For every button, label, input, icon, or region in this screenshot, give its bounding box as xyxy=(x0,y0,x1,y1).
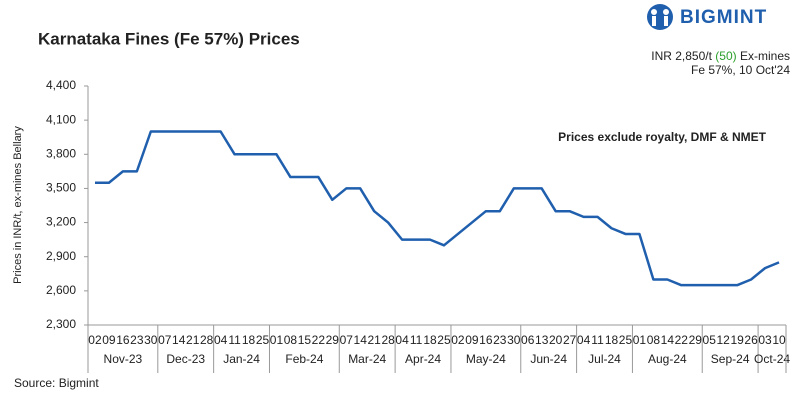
x-tick-label: 06 xyxy=(521,333,535,347)
x-group-label: Jan-24 xyxy=(223,352,260,366)
logo-text: BIGMINT xyxy=(680,7,767,28)
x-tick-label: 04 xyxy=(577,333,591,347)
price: INR 2,850/t xyxy=(651,49,712,63)
x-group-label: Jun-24 xyxy=(530,352,567,366)
source: Source: Bigmint xyxy=(14,376,99,390)
price-note: INR 2,850/t (50) Ex-mines xyxy=(651,49,790,63)
x-tick-label: 18 xyxy=(242,333,256,347)
y-tick-label: 4,100 xyxy=(46,112,76,126)
x-tick-label: 15 xyxy=(298,333,312,347)
x-group-label: Sep-24 xyxy=(711,352,750,366)
y-tick-label: 2,900 xyxy=(46,249,76,263)
y-tick-label: 3,200 xyxy=(46,215,76,229)
y-tick-label: 3,500 xyxy=(46,181,76,195)
x-tick-label: 10 xyxy=(772,333,786,347)
price-change: (50) xyxy=(715,49,736,63)
x-tick-label: 11 xyxy=(410,333,423,347)
x-tick-label: 01 xyxy=(633,333,647,347)
x-group-label: Feb-24 xyxy=(285,352,323,366)
x-tick-label: 13 xyxy=(535,333,549,347)
x-tick-label: 02 xyxy=(88,333,102,347)
x-tick-label: 02 xyxy=(451,333,465,347)
x-tick-label: 23 xyxy=(493,333,507,347)
x-tick-label: 05 xyxy=(703,333,717,347)
logo-icon-part xyxy=(664,16,668,26)
x-tick-label: 20 xyxy=(549,333,563,347)
x-tick-label: 14 xyxy=(172,333,186,347)
x-tick-label: 25 xyxy=(619,333,633,347)
x-tick-label: 21 xyxy=(368,333,382,347)
price-line xyxy=(94,130,780,287)
x-tick-label: 23 xyxy=(130,333,144,347)
logo-icon xyxy=(647,4,673,30)
x-tick-label: 11 xyxy=(591,333,604,347)
x-tick-label: 12 xyxy=(717,333,731,347)
y-tick-label: 2,600 xyxy=(46,283,76,297)
x-tick-label: 25 xyxy=(437,333,451,347)
x-tick-label: 01 xyxy=(270,333,284,347)
x-group-label: Jul-24 xyxy=(588,352,621,366)
x-tick-label: 07 xyxy=(340,333,354,347)
x-tick-label: 30 xyxy=(507,333,521,347)
x-tick-label: 18 xyxy=(605,333,619,347)
x-tick-label: 14 xyxy=(661,333,675,347)
y-axis-label: Prices in INR/t, ex-mines Bellary xyxy=(12,126,24,284)
price-basis: Ex-mines xyxy=(740,49,790,63)
x-tick-label: 08 xyxy=(647,333,661,347)
x-tick-label: 07 xyxy=(158,333,172,347)
x-tick-label: 18 xyxy=(423,333,437,347)
x-tick-label: 21 xyxy=(186,333,200,347)
spec-note: Fe 57%, 10 Oct'24 xyxy=(691,63,790,77)
x-tick-label: 09 xyxy=(102,333,116,347)
x-tick-label: 22 xyxy=(675,333,689,347)
y-tick-label: 4,400 xyxy=(46,78,76,92)
x-group-label: Oct-24 xyxy=(754,352,790,366)
annotation: Prices exclude royalty, DMF & NMET xyxy=(558,130,767,144)
x-tick-label: 03 xyxy=(758,333,772,347)
x-tick-label: 09 xyxy=(465,333,479,347)
x-tick-label: 28 xyxy=(200,333,214,347)
x-group-label: Aug-24 xyxy=(648,352,687,366)
x-tick-label: 26 xyxy=(744,333,758,347)
y-tick-label: 2,300 xyxy=(46,317,76,331)
x-tick-label: 14 xyxy=(354,333,368,347)
x-tick-label: 29 xyxy=(326,333,340,347)
x-group-label: Apr-24 xyxy=(405,352,441,366)
x-group-label: Mar-24 xyxy=(348,352,386,366)
chart-title: Karnataka Fines (Fe 57%) Prices xyxy=(38,29,300,48)
x-group-label: Dec-23 xyxy=(166,352,205,366)
logo-icon-part xyxy=(663,9,669,15)
x-tick-label: 08 xyxy=(284,333,298,347)
x-tick-label: 29 xyxy=(689,333,703,347)
x-tick-label: 27 xyxy=(563,333,577,347)
x-tick-label: 16 xyxy=(116,333,130,347)
x-tick-label: 19 xyxy=(730,333,744,347)
x-tick-label: 11 xyxy=(228,333,241,347)
x-tick-label: 25 xyxy=(256,333,270,347)
x-group-label: Nov-23 xyxy=(104,352,143,366)
x-tick-label: 04 xyxy=(395,333,409,347)
logo-icon-part xyxy=(651,9,657,15)
y-tick-label: 3,800 xyxy=(46,146,76,160)
x-tick-label: 16 xyxy=(479,333,493,347)
x-tick-label: 22 xyxy=(312,333,326,347)
logo: BIGMINT xyxy=(647,4,767,30)
x-tick-label: 04 xyxy=(214,333,228,347)
logo-icon-part xyxy=(652,16,656,26)
x-tick-label: 30 xyxy=(144,333,158,347)
x-group-label: May-24 xyxy=(466,352,506,366)
x-tick-label: 28 xyxy=(381,333,395,347)
